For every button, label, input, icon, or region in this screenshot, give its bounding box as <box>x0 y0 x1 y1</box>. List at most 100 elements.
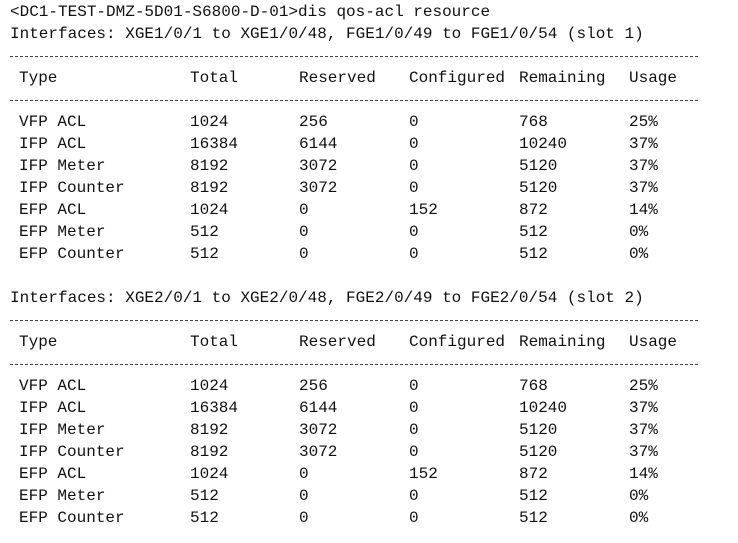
table-cell: 3072 <box>299 443 338 461</box>
table-cell: 1024 <box>190 377 229 395</box>
table-cell: 16384 <box>190 135 239 153</box>
table-cell: EFP Counter <box>19 509 125 527</box>
table-cell: 37% <box>629 157 658 175</box>
column-header: Configured <box>409 333 506 351</box>
table-cell: 0 <box>409 179 419 197</box>
table-cell: 0 <box>409 487 419 505</box>
table-cell: 5120 <box>519 157 558 175</box>
table-cell: 0 <box>409 157 419 175</box>
column-header: Type <box>19 333 58 351</box>
table-cell: 0 <box>409 113 419 131</box>
table-cell: 512 <box>519 487 548 505</box>
table-cell: 8192 <box>190 157 229 175</box>
table-cell: 10240 <box>519 135 568 153</box>
table-cell: 0 <box>299 509 309 527</box>
table-cell: EFP Counter <box>19 245 125 263</box>
table-cell: 6144 <box>299 399 338 417</box>
table-cell: 25% <box>629 113 658 131</box>
table-cell: 1024 <box>190 201 229 219</box>
table-cell: 872 <box>519 465 548 483</box>
table-cell: 0 <box>409 135 419 153</box>
table-cell: 0 <box>409 421 419 439</box>
table-cell: 152 <box>409 201 438 219</box>
separator <box>10 100 698 101</box>
table-cell: 0 <box>409 509 419 527</box>
table-cell: 0 <box>409 223 419 241</box>
table-cell: 0 <box>299 465 309 483</box>
table-cell: 1024 <box>190 465 229 483</box>
table-cell: 512 <box>190 487 219 505</box>
table-cell: 6144 <box>299 135 338 153</box>
table-cell: 872 <box>519 201 548 219</box>
table-cell: 0% <box>629 509 649 527</box>
table-cell: 0% <box>629 245 649 263</box>
table-cell: EFP Meter <box>19 487 106 505</box>
table-cell: 768 <box>519 377 548 395</box>
table-cell: 768 <box>519 113 548 131</box>
separator <box>10 56 698 57</box>
column-header: Total <box>190 69 239 87</box>
table-cell: 0 <box>299 223 309 241</box>
table-cell: 37% <box>629 135 658 153</box>
column-header: Remaining <box>519 69 606 87</box>
table-cell: 0 <box>409 399 419 417</box>
table-cell: 37% <box>629 399 658 417</box>
table-cell: 0 <box>409 245 419 263</box>
table-cell: 5120 <box>519 179 558 197</box>
table-cell: 1024 <box>190 113 229 131</box>
table-cell: 0 <box>409 377 419 395</box>
table-cell: 0 <box>409 443 419 461</box>
table-cell: 0 <box>299 487 309 505</box>
column-header: Type <box>19 69 58 87</box>
column-header: Usage <box>629 333 678 351</box>
table-cell: 512 <box>190 223 219 241</box>
table-cell: 512 <box>190 509 219 527</box>
table-cell: IFP Meter <box>19 157 106 175</box>
table-cell: 0 <box>299 201 309 219</box>
table-cell: 10240 <box>519 399 568 417</box>
table-cell: 37% <box>629 421 658 439</box>
table-cell: 152 <box>409 465 438 483</box>
table-cell: 512 <box>519 509 548 527</box>
separator <box>10 320 698 321</box>
table-cell: 14% <box>629 201 658 219</box>
table-cell: 8192 <box>190 443 229 461</box>
table-cell: 14% <box>629 465 658 483</box>
column-header: Total <box>190 333 239 351</box>
table-cell: 37% <box>629 443 658 461</box>
table-cell: 0% <box>629 487 649 505</box>
table-cell: 3072 <box>299 157 338 175</box>
interfaces-line: Interfaces: XGE2/0/1 to XGE2/0/48, FGE2/… <box>10 289 644 307</box>
interfaces-line: Interfaces: XGE1/0/1 to XGE1/0/48, FGE1/… <box>10 25 644 43</box>
column-header: Remaining <box>519 333 606 351</box>
table-cell: 25% <box>629 377 658 395</box>
table-cell: 3072 <box>299 179 338 197</box>
table-cell: 256 <box>299 113 328 131</box>
table-cell: 5120 <box>519 443 558 461</box>
table-cell: 37% <box>629 179 658 197</box>
table-cell: EFP ACL <box>19 201 87 219</box>
column-header: Reserved <box>299 69 376 87</box>
table-cell: IFP ACL <box>19 135 87 153</box>
command-prompt: <DC1-TEST-DMZ-5D01-S6800-D-01>dis qos-ac… <box>10 3 491 21</box>
column-header: Configured <box>409 69 506 87</box>
separator <box>10 364 698 365</box>
table-cell: 512 <box>519 223 548 241</box>
table-cell: 512 <box>190 245 219 263</box>
table-cell: 256 <box>299 377 328 395</box>
table-cell: 3072 <box>299 421 338 439</box>
table-cell: 0 <box>299 245 309 263</box>
table-cell: 8192 <box>190 421 229 439</box>
table-cell: 512 <box>519 245 548 263</box>
table-cell: 8192 <box>190 179 229 197</box>
table-cell: IFP Meter <box>19 421 106 439</box>
table-cell: EFP ACL <box>19 465 87 483</box>
column-header: Usage <box>629 69 678 87</box>
table-cell: IFP Counter <box>19 179 125 197</box>
table-cell: VFP ACL <box>19 113 87 131</box>
column-header: Reserved <box>299 333 376 351</box>
table-cell: 0% <box>629 223 649 241</box>
table-cell: IFP ACL <box>19 399 87 417</box>
table-cell: 16384 <box>190 399 239 417</box>
table-cell: EFP Meter <box>19 223 106 241</box>
